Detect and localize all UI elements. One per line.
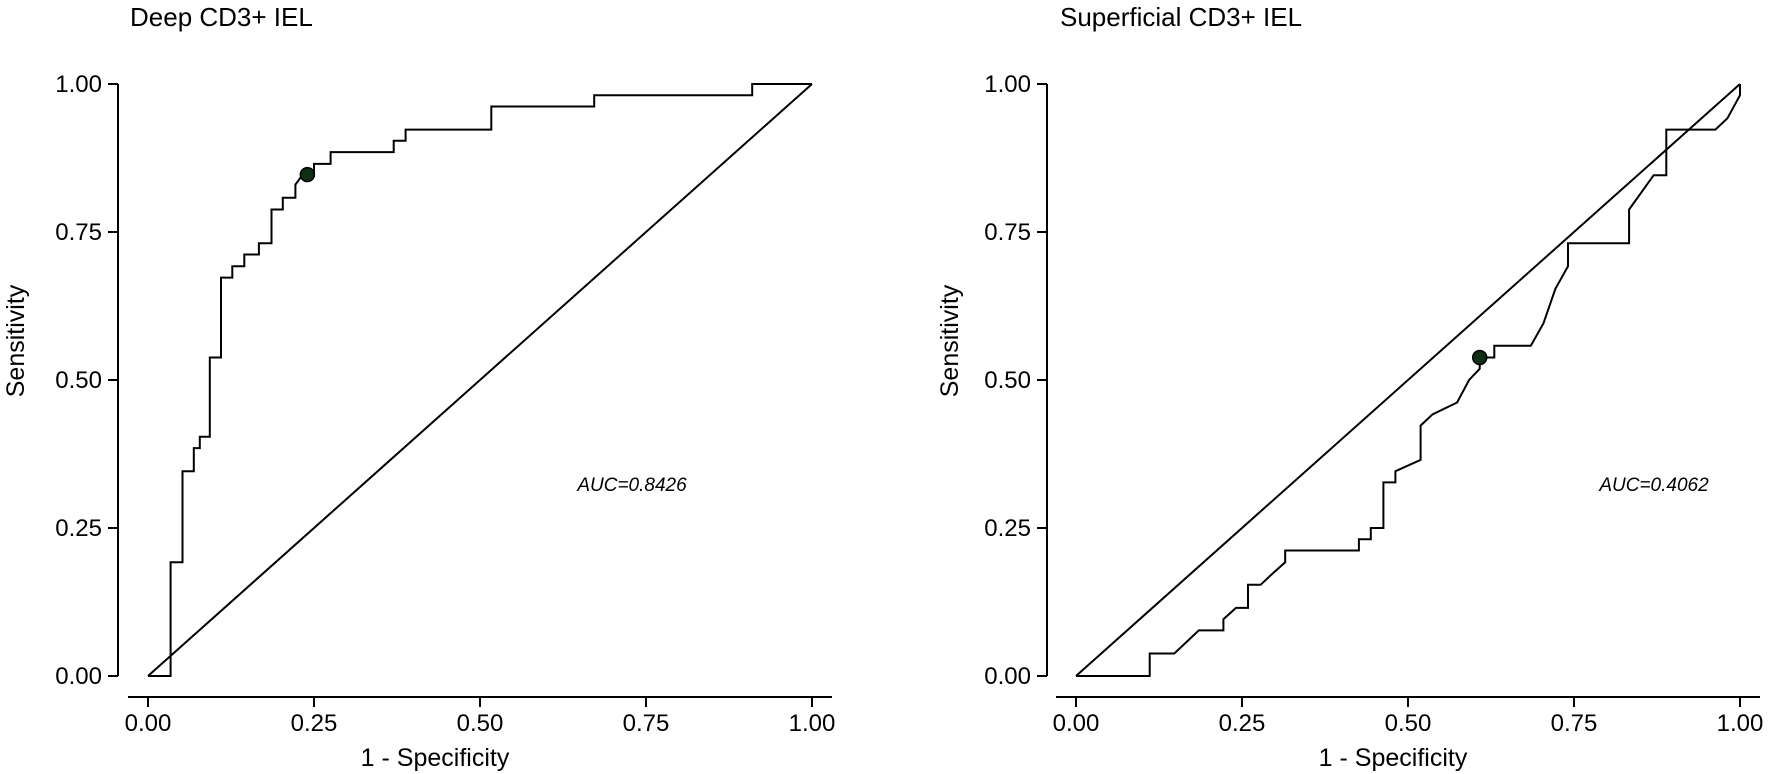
y-tick-label: 0.25 [55,515,102,542]
cutoff-point-marker [1471,349,1488,366]
y-tick-label: 0.75 [55,219,102,246]
y-tick-label: 1.00 [55,71,102,98]
y-tick-label: 0.50 [55,367,102,394]
y-tick-label: 1.00 [984,71,1031,98]
chart-title: Superficial CD3+ IEL [1060,2,1302,32]
roc-curve-line [148,83,812,677]
y-axis-label: Sensitivity [936,284,964,397]
auc-annotation: AUC=0.4062 [1598,475,1709,496]
x-tick-label: 0.00 [125,710,172,737]
x-tick-label: 0.00 [1053,710,1100,737]
x-tick-label: 1.00 [789,710,836,737]
y-tick-label: 0.00 [55,663,102,690]
y-axis-label: Sensitivity [2,284,30,397]
reference-diagonal-line [1075,83,1741,677]
x-tick-label: 0.50 [457,710,504,737]
x-tick-label: 1.00 [1717,710,1764,737]
cutoff-point-marker [299,166,316,183]
x-axis-label: 1 - Specificity [1319,744,1468,772]
x-tick-label: 0.25 [291,710,338,737]
chart-title: Deep CD3+ IEL [130,2,313,32]
panel-superficial-cd3-iel: Superficial CD3+ IEL Sensitivity 1 - Spe… [936,2,1763,772]
roc-curve-line [1076,84,1741,677]
y-tick-label: 0.25 [984,515,1031,542]
reference-diagonal-line [147,83,813,677]
x-tick-label: 0.50 [1385,710,1432,737]
y-tick-label: 0.50 [984,367,1031,394]
x-tick-label: 0.25 [1219,710,1266,737]
x-axis-label: 1 - Specificity [361,744,510,772]
y-tick-label: 0.75 [984,219,1031,246]
auc-annotation: AUC=0.8426 [576,475,687,496]
x-tick-label: 0.75 [1551,710,1598,737]
plot-area: 0.00 0.25 0.50 0.75 1.00 0.00 0.25 0.50 0.75 1.00 [55,71,835,737]
x-tick-label: 0.75 [623,710,670,737]
panel-deep-cd3-iel: Deep CD3+ IEL Sensitivity 1 - Specificit… [2,2,835,772]
y-tick-label: 0.00 [984,663,1031,690]
plot-area: 0.00 0.25 0.50 0.75 1.00 0.00 0.25 0.50 0.75 1.00 [984,71,1763,737]
